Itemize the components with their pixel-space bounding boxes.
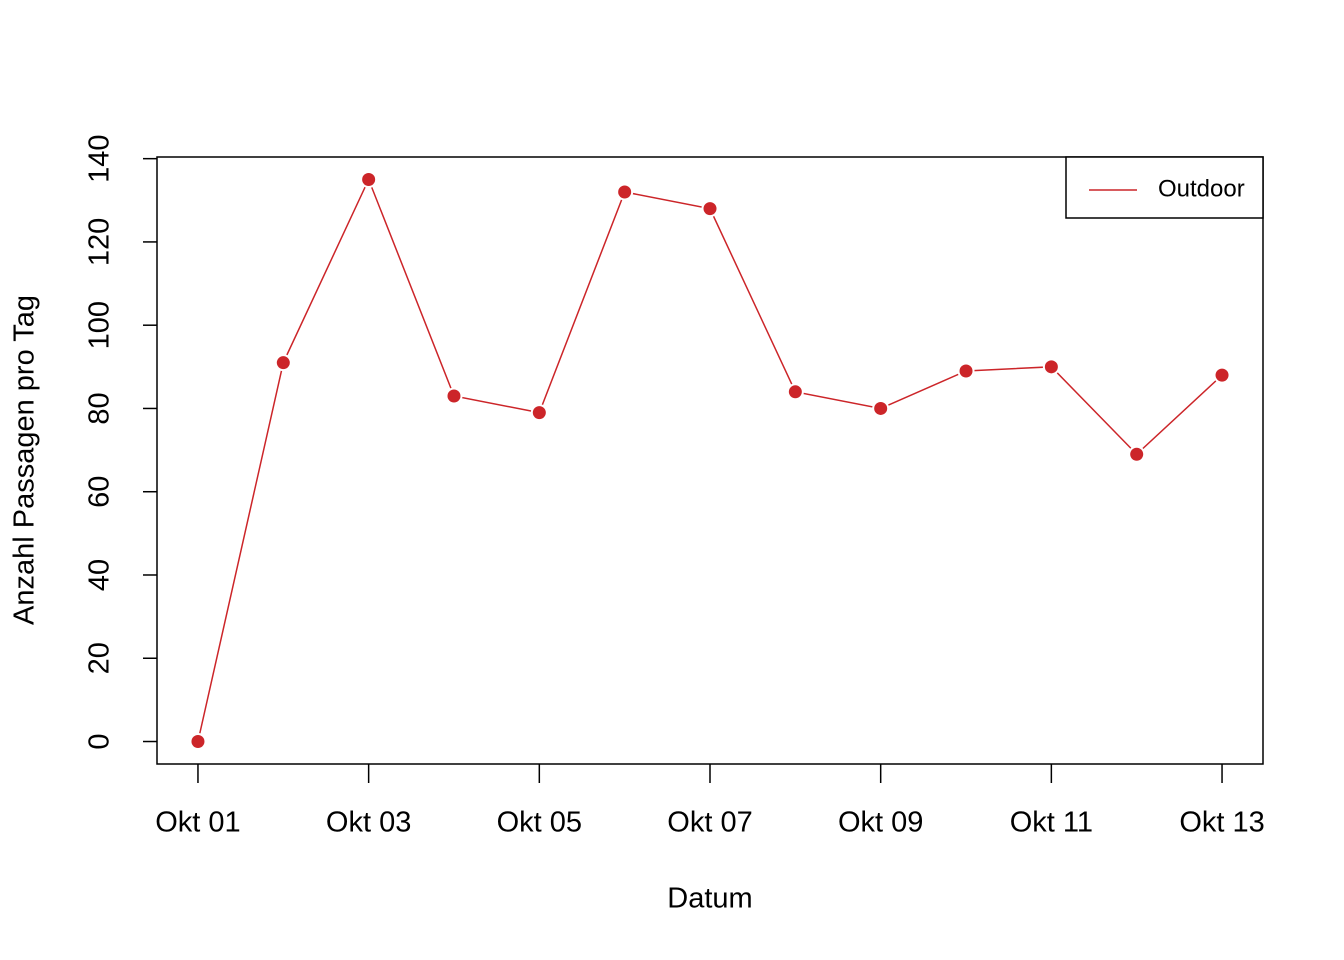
y-tick-label: 80 xyxy=(84,392,116,424)
y-axis-label: Anzahl Passagen pro Tag xyxy=(9,295,41,625)
point-core xyxy=(703,202,717,216)
x-axis-label: Datum xyxy=(667,883,752,915)
x-tick-label: Okt 07 xyxy=(667,807,752,839)
plot-frame xyxy=(156,156,1264,765)
x-tick-label: Okt 09 xyxy=(838,807,923,839)
point-core xyxy=(447,389,461,403)
point-core xyxy=(276,356,290,370)
y-tick-label: 20 xyxy=(84,642,116,674)
point-core xyxy=(1215,368,1229,382)
y-tick-label: 120 xyxy=(84,218,116,266)
x-tick-label: Okt 03 xyxy=(326,807,411,839)
point-core xyxy=(191,735,205,749)
x-tick-label: Okt 01 xyxy=(155,807,240,839)
point-core xyxy=(362,172,376,186)
x-tick-label: Okt 13 xyxy=(1179,807,1264,839)
y-tick-label: 140 xyxy=(84,134,116,182)
point-core xyxy=(874,401,888,415)
point-core xyxy=(532,406,546,420)
x-tick-label: Okt 05 xyxy=(497,807,582,839)
point-core xyxy=(1044,360,1058,374)
y-tick-label: 60 xyxy=(84,476,116,508)
series-line xyxy=(197,177,1223,742)
x-tick-label: Okt 11 xyxy=(1010,807,1093,839)
y-tick-label: 40 xyxy=(84,559,116,591)
point-core xyxy=(959,364,973,378)
point-core xyxy=(788,385,802,399)
y-tick-label: 100 xyxy=(84,301,116,349)
point-core xyxy=(618,185,632,199)
point-core xyxy=(1130,447,1144,461)
y-tick-label: 0 xyxy=(84,733,116,749)
legend-label: Outdoor xyxy=(1158,175,1245,202)
legend-box xyxy=(1065,156,1264,219)
